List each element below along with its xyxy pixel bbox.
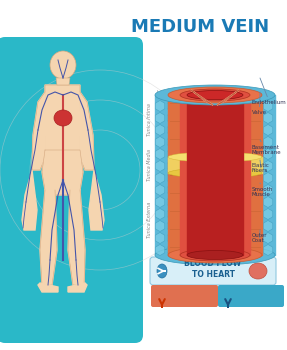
- Polygon shape: [40, 190, 57, 285]
- Ellipse shape: [168, 152, 262, 162]
- Ellipse shape: [180, 249, 250, 261]
- Text: Tunica Intima: Tunica Intima: [147, 104, 152, 136]
- Polygon shape: [45, 85, 80, 158]
- Polygon shape: [42, 150, 83, 195]
- Ellipse shape: [157, 264, 167, 278]
- Polygon shape: [217, 90, 239, 105]
- Text: Basement
Membrane: Basement Membrane: [252, 140, 282, 155]
- Text: Outer
Coat: Outer Coat: [252, 230, 267, 243]
- Text: Endothelium: Endothelium: [252, 78, 287, 105]
- Ellipse shape: [187, 251, 243, 259]
- Ellipse shape: [54, 110, 72, 126]
- Polygon shape: [32, 92, 46, 170]
- Polygon shape: [79, 92, 94, 170]
- FancyBboxPatch shape: [150, 257, 276, 285]
- FancyBboxPatch shape: [0, 37, 143, 343]
- FancyBboxPatch shape: [151, 285, 218, 307]
- Ellipse shape: [168, 168, 262, 178]
- Text: MEDIUM VEIN: MEDIUM VEIN: [131, 18, 269, 36]
- Ellipse shape: [249, 263, 267, 279]
- Ellipse shape: [168, 247, 262, 263]
- Polygon shape: [89, 170, 104, 230]
- Polygon shape: [68, 190, 85, 285]
- Ellipse shape: [180, 89, 250, 101]
- Text: Elastic
Fibers: Elastic Fibers: [252, 160, 270, 173]
- FancyBboxPatch shape: [218, 285, 284, 307]
- Text: Blood Pressure: Blood Pressure: [160, 296, 205, 301]
- Text: BLOOD FLOW
TO HEART: BLOOD FLOW TO HEART: [185, 259, 242, 279]
- Text: Tunica Media: Tunica Media: [147, 149, 152, 181]
- Polygon shape: [22, 170, 37, 230]
- Ellipse shape: [50, 51, 76, 79]
- Text: Smooth
Muscle: Smooth Muscle: [252, 183, 274, 197]
- Ellipse shape: [168, 87, 262, 103]
- Text: Valve: Valve: [252, 92, 267, 114]
- Text: Tunica Externa: Tunica Externa: [147, 202, 152, 238]
- Ellipse shape: [155, 245, 275, 265]
- Polygon shape: [68, 283, 87, 292]
- Polygon shape: [38, 283, 58, 292]
- Polygon shape: [56, 78, 70, 85]
- Text: Low   Medium   High: Low Medium High: [160, 298, 213, 302]
- Polygon shape: [191, 90, 213, 105]
- Ellipse shape: [187, 91, 243, 99]
- Text: Wall Thickness: Wall Thickness: [226, 296, 270, 301]
- Text: Thin  Medium  Thick: Thin Medium Thick: [226, 298, 279, 302]
- Ellipse shape: [155, 85, 275, 105]
